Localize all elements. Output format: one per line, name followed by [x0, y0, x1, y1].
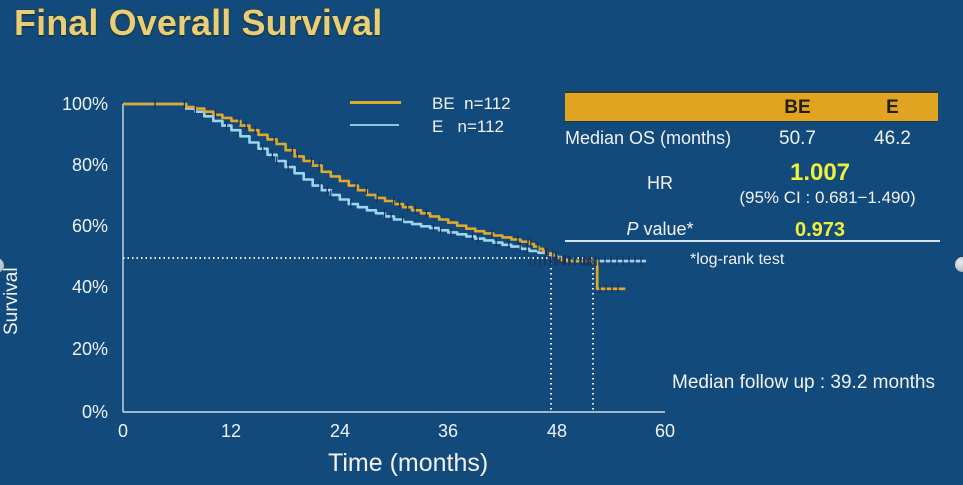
svg-text:48: 48: [547, 421, 567, 441]
svg-text:36: 36: [438, 421, 458, 441]
svg-text:24: 24: [330, 421, 350, 441]
svg-text:100%: 100%: [62, 94, 108, 114]
svg-text:20%: 20%: [72, 339, 108, 359]
svg-text:0%: 0%: [82, 402, 108, 422]
svg-text:12: 12: [221, 421, 241, 441]
svg-text:0: 0: [118, 421, 128, 441]
svg-text:40%: 40%: [72, 277, 108, 297]
svg-text:60%: 60%: [72, 216, 108, 236]
svg-text:80%: 80%: [72, 155, 108, 175]
svg-text:60: 60: [655, 421, 675, 441]
